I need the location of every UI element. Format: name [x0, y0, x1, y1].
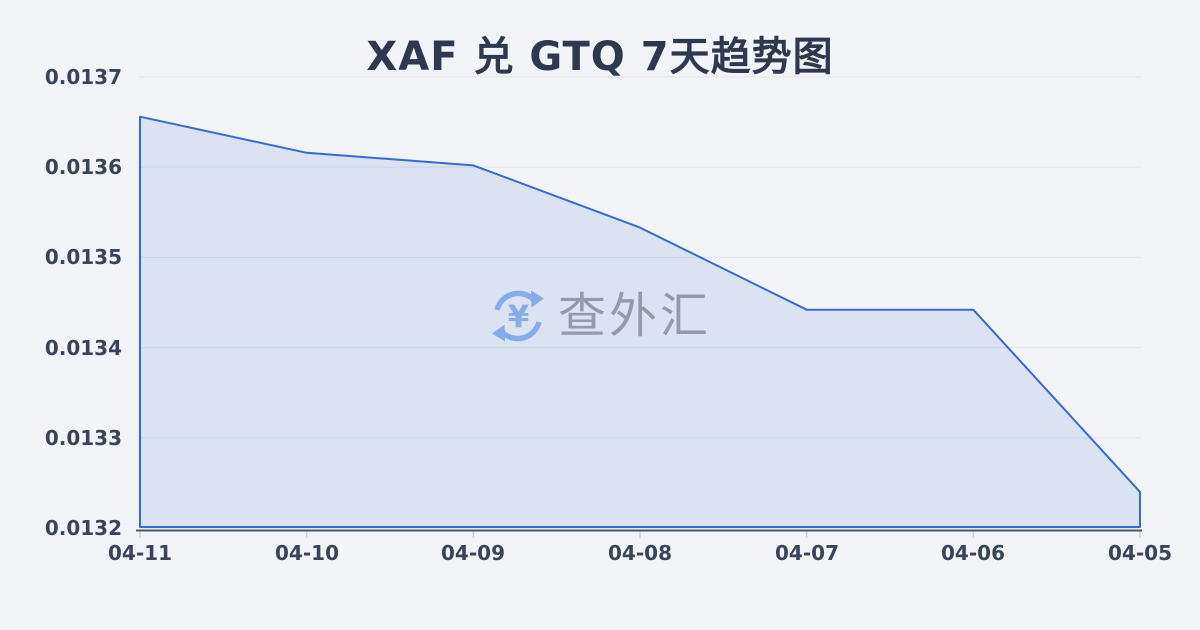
x-axis-label: 04-08	[608, 541, 672, 565]
y-axis-label: 0.0136	[44, 155, 122, 179]
y-axis-label: 0.0137	[44, 65, 122, 89]
x-axis-label: 04-06	[941, 541, 1005, 565]
x-axis-label: 04-10	[275, 541, 339, 565]
y-axis-label: 0.0132	[44, 516, 122, 540]
y-axis-label: 0.0133	[44, 426, 122, 450]
x-axis-label: 04-07	[775, 541, 839, 565]
x-axis-label: 04-11	[108, 541, 172, 565]
area-series	[139, 115, 1141, 528]
y-axis-label: 0.0135	[44, 245, 122, 269]
y-axis-label: 0.0134	[44, 336, 122, 360]
x-axis-label: 04-09	[441, 541, 505, 565]
chart-title: XAF 兑 GTQ 7天趋势图	[366, 34, 834, 80]
x-axis-label: 04-05	[1108, 541, 1172, 565]
